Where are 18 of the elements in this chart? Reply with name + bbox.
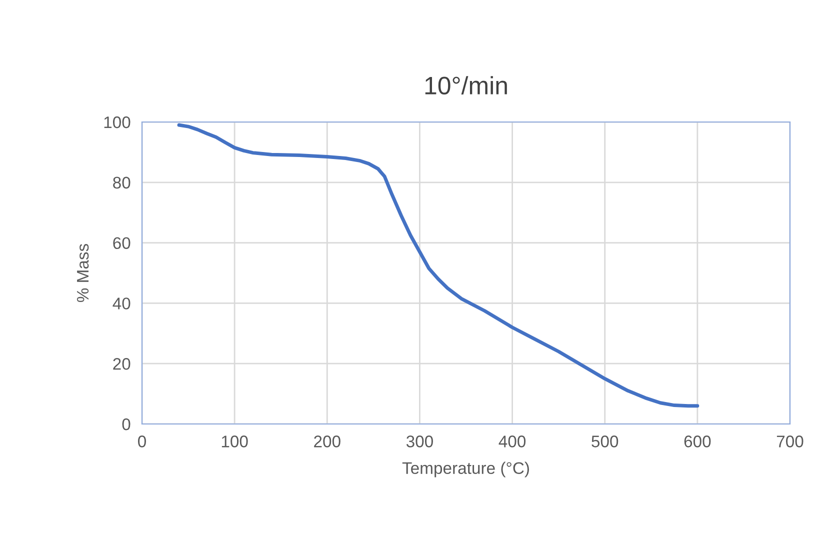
x-tick-label: 200 (314, 436, 340, 448)
y-tick-label: 40 (112, 298, 130, 310)
x-tick-label: 500 (592, 436, 618, 448)
y-tick-label: 80 (113, 176, 130, 189)
line-series (177, 123, 700, 408)
x-tick-label: 100 (222, 436, 248, 448)
x-tick-label: 400 (498, 436, 526, 448)
x-tick-label: 300 (406, 436, 433, 448)
y-tick-label: 100 (104, 116, 130, 128)
y-tick-label: 20 (113, 358, 130, 370)
y-tick-label: 60 (113, 237, 130, 250)
x-tick-label: 0 (138, 436, 146, 448)
y-tick-label: 0 (122, 418, 130, 430)
x-tick-label: 700 (776, 436, 804, 448)
x-axis-title: Temperature (°C) (402, 462, 529, 478)
chart-title: 10°/min (425, 76, 507, 94)
x-tick-label: 600 (684, 436, 711, 448)
y-axis-title: % Mass (76, 244, 89, 302)
